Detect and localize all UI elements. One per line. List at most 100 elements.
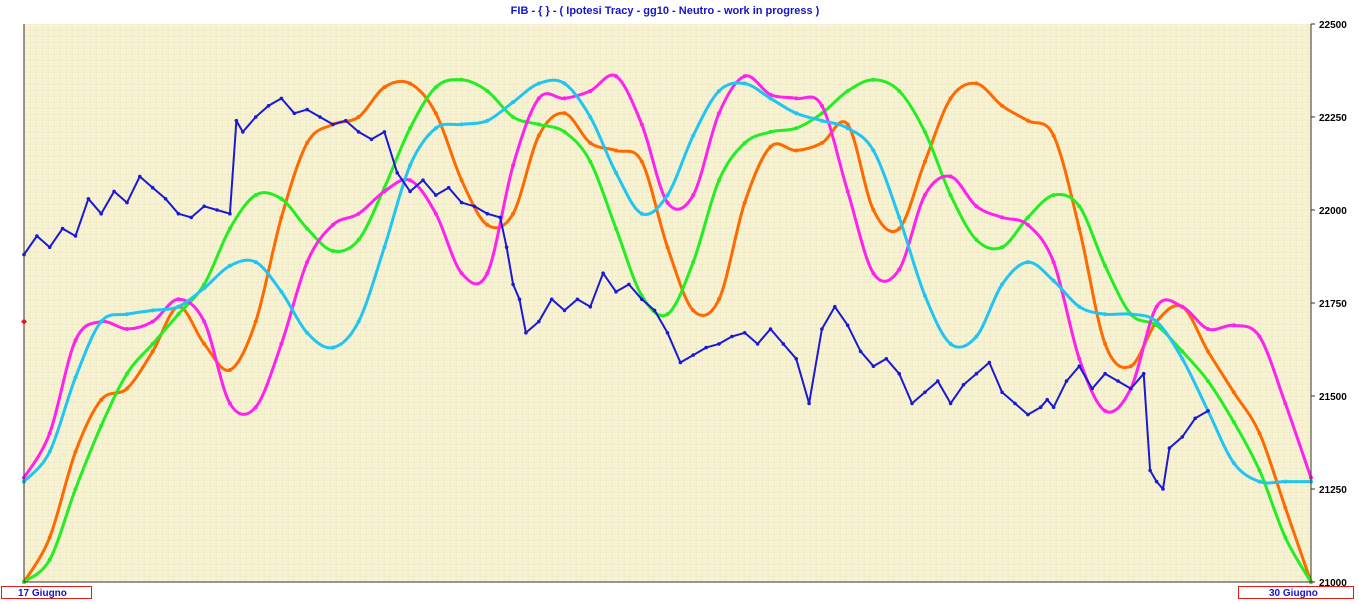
data-point-price — [936, 379, 940, 383]
data-point-orange — [691, 308, 696, 313]
data-point-price — [163, 197, 168, 201]
data-point-green — [536, 122, 541, 127]
data-point-orange — [717, 297, 721, 302]
data-point-magenta — [433, 211, 438, 216]
data-point-cyan — [768, 96, 773, 101]
y-tick-label: 21750 — [1319, 299, 1347, 310]
data-point-magenta — [819, 103, 824, 108]
data-point-cyan — [176, 304, 181, 309]
data-point-green — [819, 111, 824, 116]
data-point-cyan — [845, 126, 850, 131]
data-point-cyan — [73, 375, 78, 380]
data-point-price — [99, 211, 103, 216]
data-point-green — [1000, 245, 1005, 250]
data-point-orange — [819, 141, 824, 145]
data-point-orange — [382, 85, 387, 90]
data-point-cyan — [717, 89, 721, 93]
data-point-cyan — [794, 111, 799, 116]
data-point-cyan — [536, 81, 541, 86]
data-point-green — [974, 237, 979, 242]
level-marker — [21, 318, 27, 325]
data-point-price — [446, 185, 451, 190]
data-point-magenta — [1206, 327, 1210, 331]
data-point-green — [99, 423, 104, 428]
data-point-magenta — [1000, 215, 1005, 220]
data-point-price — [691, 353, 695, 357]
data-point-orange — [73, 449, 78, 454]
data-point-cyan — [691, 133, 696, 138]
data-point-orange — [1077, 226, 1082, 231]
data-point-price — [1141, 371, 1146, 376]
data-point-magenta — [614, 74, 618, 79]
data-point-magenta — [897, 267, 902, 272]
data-point-price — [73, 234, 78, 238]
data-point-price — [228, 211, 232, 216]
y-tick-label: 21250 — [1319, 485, 1347, 496]
data-point-green — [742, 141, 747, 145]
data-point-green — [47, 557, 52, 562]
data-point-orange — [253, 319, 258, 324]
data-point-green — [1025, 215, 1030, 220]
data-point-cyan — [742, 81, 747, 86]
data-point-green — [948, 193, 953, 198]
data-point-price — [1148, 468, 1152, 473]
data-point-green — [227, 226, 232, 231]
data-point-magenta — [176, 297, 181, 302]
series-line-orange — [22, 79, 1313, 583]
data-point-magenta — [1077, 356, 1082, 361]
data-point-green — [1051, 193, 1056, 198]
data-point-cyan — [125, 312, 129, 317]
data-point-green — [125, 371, 129, 376]
data-point-price — [1161, 487, 1165, 491]
data-point-price — [318, 115, 322, 119]
data-point-cyan — [974, 334, 979, 339]
data-point-cyan — [1103, 312, 1108, 317]
data-point-magenta — [1257, 334, 1262, 339]
data-point-green — [691, 260, 696, 265]
data-point-price — [1129, 386, 1133, 391]
data-point-green — [1077, 204, 1082, 209]
data-point-price — [1103, 371, 1107, 376]
data-point-green — [150, 341, 155, 346]
data-point-magenta — [794, 96, 799, 101]
data-point-price — [344, 118, 348, 123]
data-point-price — [382, 130, 387, 134]
data-point-green — [1257, 468, 1262, 473]
data-point-cyan — [47, 449, 52, 454]
data-point-magenta — [356, 211, 361, 216]
data-point-green — [253, 193, 258, 198]
data-point-magenta — [1231, 323, 1236, 328]
data-point-magenta — [948, 174, 953, 179]
data-point-orange — [614, 148, 618, 153]
data-point-magenta — [279, 341, 284, 346]
y-axis-ticks: 21000 21250 21500 21750 22000 22250 22500 — [1311, 20, 1347, 589]
data-point-magenta — [742, 74, 747, 79]
start-date-label: 17 Giugno — [1, 586, 92, 599]
data-point-price — [395, 171, 400, 175]
data-point-cyan — [1283, 479, 1288, 484]
data-point-orange — [974, 81, 979, 86]
data-point-price — [1045, 397, 1049, 402]
data-point-cyan — [614, 170, 618, 175]
data-point-cyan — [511, 100, 516, 105]
data-point-magenta — [562, 96, 567, 101]
data-point-price — [614, 290, 618, 294]
data-point-cyan — [459, 122, 464, 127]
data-point-price — [215, 208, 219, 212]
data-point-cyan — [433, 126, 438, 131]
data-point-price — [1000, 390, 1004, 395]
data-point-price — [266, 104, 271, 108]
data-point-orange — [536, 133, 541, 138]
data-point-green — [639, 293, 644, 298]
data-point-orange — [665, 245, 670, 250]
data-point-cyan — [485, 118, 490, 123]
data-point-green — [330, 248, 335, 253]
data-point-magenta — [871, 271, 876, 276]
end-date-label: 30 Giugno — [1238, 586, 1354, 599]
data-point-cyan — [948, 341, 953, 346]
data-point-price — [1064, 379, 1069, 383]
data-point-price — [537, 319, 541, 324]
data-point-price — [511, 282, 515, 287]
data-point-price — [202, 204, 206, 209]
data-point-magenta — [330, 222, 335, 227]
